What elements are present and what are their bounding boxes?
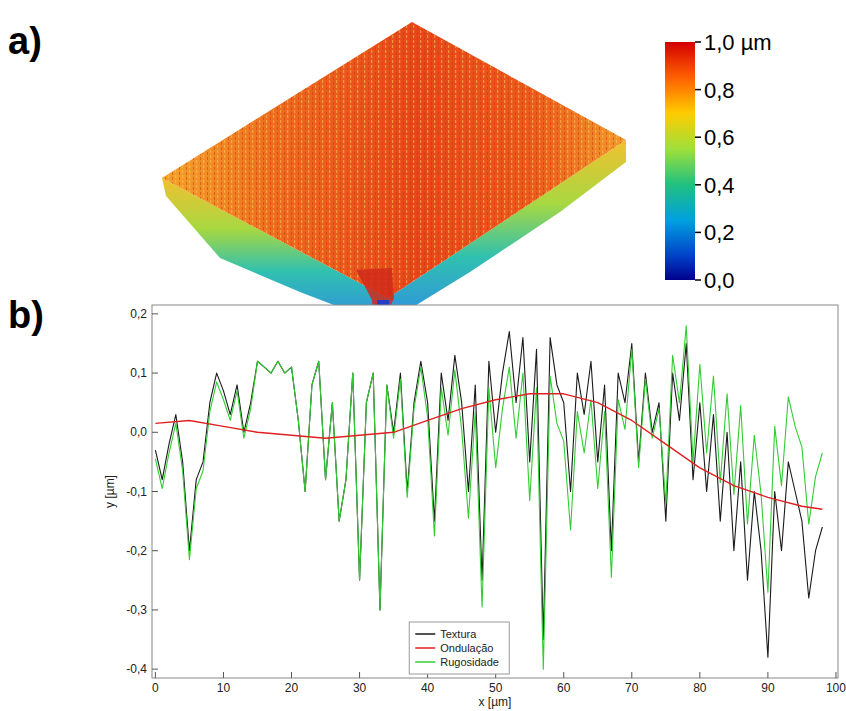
x-tick-label: 0 xyxy=(152,681,159,695)
legend-label: Rugosidade xyxy=(440,656,499,668)
x-tick-label: 70 xyxy=(625,681,639,695)
y-tick xyxy=(152,609,158,610)
x-tick xyxy=(155,672,156,678)
y-tick xyxy=(152,373,158,374)
legend-swatch xyxy=(415,633,435,635)
figure: a) 0,0 0,2 0,4 0,6 0,8 1,0 µm b) 0 10 20 30 40 50 60 70… xyxy=(0,0,846,711)
colorbar-tick-label: 0,2 xyxy=(704,220,735,245)
x-tick xyxy=(835,672,836,678)
x-tick xyxy=(767,672,768,678)
colorbar-tick xyxy=(695,41,701,43)
colorbar-tick-label: 0,4 xyxy=(704,173,735,198)
colorbar-tick xyxy=(695,136,701,138)
y-tick xyxy=(152,669,158,670)
panel-letter: a) xyxy=(8,20,42,62)
colorbar-tick-label: 0,0 xyxy=(704,268,735,293)
y-tick xyxy=(152,491,158,492)
y-tick-label: -0,2 xyxy=(126,544,147,558)
x-tick-label: 80 xyxy=(693,681,707,695)
lines xyxy=(155,326,822,669)
x-tick-label: 50 xyxy=(489,681,503,695)
colorbar-tick xyxy=(695,232,701,234)
series-line xyxy=(155,326,822,669)
y-tick-label: -0,4 xyxy=(126,662,147,676)
y-tick xyxy=(152,550,158,551)
x-tick-label: 20 xyxy=(285,681,299,695)
colorbar xyxy=(665,42,695,280)
colorbar-tick xyxy=(695,184,701,186)
y-tick-label: 0,1 xyxy=(130,366,147,380)
x-tick xyxy=(563,672,564,678)
x-tick-label: 40 xyxy=(421,681,435,695)
y-axis-title: y [µm] xyxy=(103,475,117,508)
panel-letter: b) xyxy=(8,294,44,336)
x-tick xyxy=(291,672,292,678)
x-tick xyxy=(699,672,700,678)
legend-label: Ondulação xyxy=(440,642,493,654)
y-tick xyxy=(152,313,158,314)
y-tick xyxy=(152,432,158,433)
colorbar-tick xyxy=(695,279,701,281)
x-tick-label: 10 xyxy=(217,681,231,695)
series-line xyxy=(155,332,822,658)
x-axis-title: x [µm] xyxy=(479,695,512,709)
x-tick-label: 60 xyxy=(557,681,571,695)
x-tick-label: 30 xyxy=(353,681,367,695)
y-tick-label: -0,1 xyxy=(126,485,147,499)
x-tick-label: 90 xyxy=(761,681,775,695)
y-tick-label: -0,3 xyxy=(126,603,147,617)
x-tick-label: 100 xyxy=(826,681,846,695)
x-tick xyxy=(223,672,224,678)
plot-frame xyxy=(152,305,838,678)
x-tick xyxy=(631,672,632,678)
colorbar-tick-label: 0,8 xyxy=(704,78,735,103)
y-tick-label: 0,2 xyxy=(130,307,147,321)
y-tick-label: 0,0 xyxy=(130,425,147,439)
surface xyxy=(162,22,626,326)
legend-box xyxy=(409,622,509,674)
colorbar-tick-label: 1,0 µm xyxy=(704,30,772,55)
series-line xyxy=(155,394,822,509)
colorbar-tick xyxy=(695,89,701,91)
legend-label: Textura xyxy=(440,628,477,640)
x-tick xyxy=(359,672,360,678)
colorbar-tick-label: 0,6 xyxy=(704,125,735,150)
legend-swatch xyxy=(415,661,435,663)
legend-swatch xyxy=(415,647,435,649)
surface-top xyxy=(162,22,626,298)
surface-texture xyxy=(162,22,626,298)
legend: Textura Ondulação Rugosidade xyxy=(409,622,509,674)
